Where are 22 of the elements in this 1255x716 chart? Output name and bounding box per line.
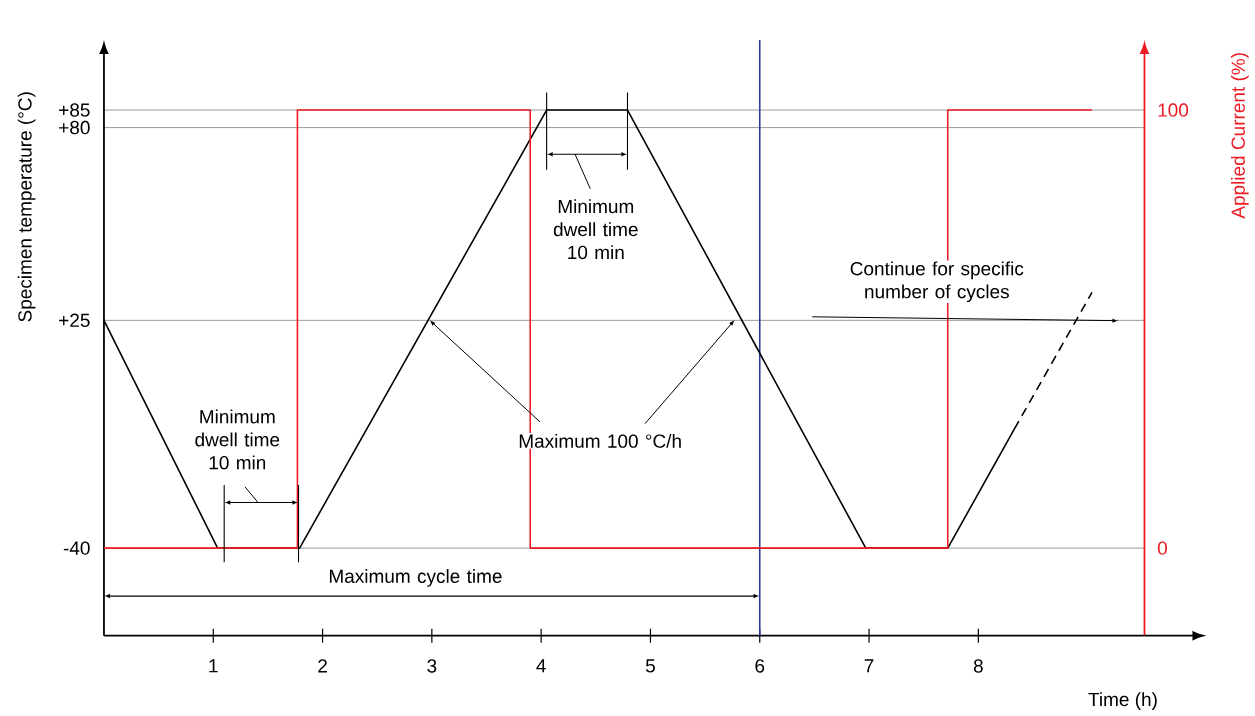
x-axis-title: Time (h)	[1088, 692, 1157, 710]
y-tick-label: +85	[59, 103, 90, 117]
y-axis-title: Specimen temperature (°C)	[17, 92, 36, 322]
annotation: Maximum cycle time	[329, 568, 502, 587]
x-tick-label: 5	[645, 659, 655, 673]
y-tick-label: +25	[59, 313, 90, 327]
x-tick-label: 4	[536, 659, 546, 673]
annotation: Continue for specific number of cycles	[850, 261, 1024, 302]
annotation: Minimum dwell time 10 min	[195, 409, 280, 470]
x-tick-label: 7	[864, 659, 874, 673]
y2-tick-label: 100	[1158, 103, 1189, 117]
x-tick-label: 2	[318, 659, 327, 673]
y2-tick-label: 0	[1157, 541, 1167, 555]
annotation: Minimum dwell time 10 min	[553, 199, 638, 260]
annotation: Maximum 100 °C/h	[519, 433, 681, 448]
y-tick-label: +80	[59, 120, 90, 135]
x-tick-label: 1	[209, 659, 218, 673]
y-tick-label: -40	[63, 541, 90, 555]
x-tick-label: 8	[973, 659, 983, 673]
x-tick-label: 3	[427, 659, 437, 673]
y2-axis-title: Applied Current (%)	[1230, 53, 1249, 219]
x-tick-label: 6	[755, 659, 765, 673]
